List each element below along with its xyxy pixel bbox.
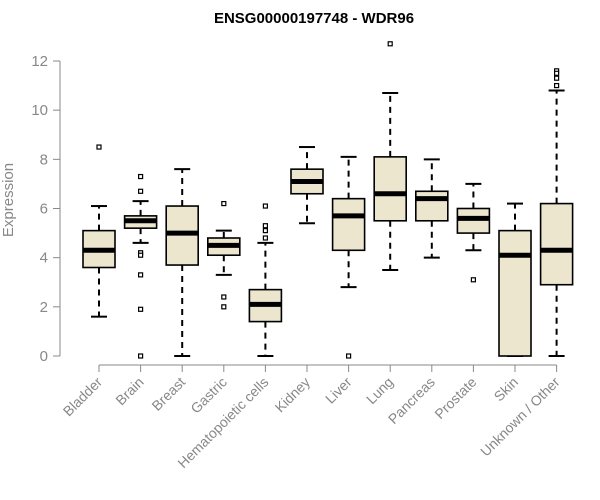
- y-tick-label-2: 2: [40, 299, 48, 316]
- outlier-4-0: [262, 203, 268, 209]
- outlier-11-2: [553, 75, 560, 81]
- y-tick-label-12: 12: [31, 53, 48, 70]
- outlier-3-1: [221, 294, 227, 300]
- x-tick-label-5: Kidney: [272, 374, 314, 416]
- y-tick-label-4: 4: [40, 250, 48, 267]
- x-tick-label-2: Breast: [148, 374, 188, 414]
- x-tick-label-1: Brain: [112, 374, 146, 408]
- outlier-1-0: [138, 173, 144, 180]
- outlier-7-0: [387, 41, 393, 47]
- outlier-3-2: [221, 304, 227, 310]
- box-group-11: [539, 68, 574, 357]
- box-6: [331, 197, 366, 252]
- y-axis: 0 2 4 6 8 10 12: [31, 53, 61, 365]
- box-11: [539, 202, 574, 286]
- x-tick-label-0: Bladder: [60, 374, 106, 420]
- box-group-4: [248, 203, 283, 357]
- y-tick-label-6: 6: [40, 201, 48, 218]
- box-8: [414, 190, 449, 222]
- outlier-3-0: [221, 200, 227, 207]
- box-group-8: [414, 158, 449, 259]
- box-group-1: [123, 173, 158, 359]
- outlier-11-3: [553, 82, 560, 89]
- x-tick-label-7: Lung: [363, 374, 396, 407]
- box-group-2: [165, 168, 199, 357]
- outlier-1-5: [138, 306, 144, 312]
- outlier-1-4: [138, 272, 144, 278]
- outlier-4-2: [262, 228, 268, 234]
- outlier-1-6: [138, 353, 144, 359]
- outlier-9-0: [470, 277, 476, 283]
- y-tick-label-0: 0: [40, 348, 48, 365]
- chart-title: ENSG00000197748 - WDR96: [214, 10, 414, 27]
- x-tick-label-6: Liver: [322, 374, 355, 407]
- outlier-4-3: [262, 235, 268, 241]
- outlier-1-3: [138, 252, 144, 258]
- outlier-1-1: [138, 188, 144, 194]
- box-group-0: [82, 144, 116, 318]
- outlier-4-1: [262, 223, 268, 229]
- outlier-0-0: [96, 144, 102, 150]
- box-7: [373, 156, 408, 222]
- box-group-5: [290, 146, 324, 225]
- x-tick-label-11: Unknown / Other: [477, 374, 563, 460]
- box-group-10: [498, 202, 532, 357]
- outlier-11-1: [553, 70, 560, 76]
- boxes-layer: [82, 41, 574, 359]
- outlier-6-0: [346, 353, 352, 359]
- y-tick-label-8: 8: [40, 151, 48, 168]
- box-group-3: [207, 200, 241, 310]
- box-group-9: [456, 182, 491, 283]
- y-axis-label: Expression: [0, 163, 17, 237]
- box-10: [498, 229, 532, 357]
- box-group-6: [331, 155, 366, 359]
- x-tick-label-10: Skin: [491, 374, 522, 405]
- box-group-7: [373, 41, 408, 271]
- x-tick-label-9: Prostate: [431, 374, 479, 422]
- y-tick-label-10: 10: [31, 102, 48, 119]
